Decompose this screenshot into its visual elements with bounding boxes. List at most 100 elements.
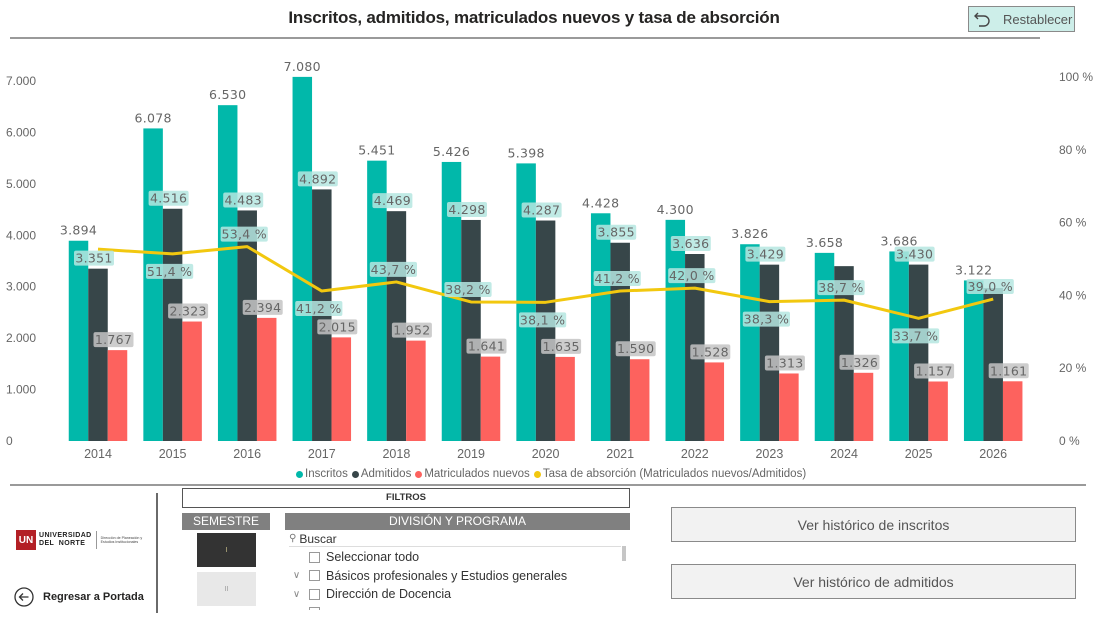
data-label-matriculados-bg: [988, 363, 1029, 379]
bar-matriculados-nuevos: [1002, 381, 1023, 441]
data-label-admitidos-bg: [74, 250, 114, 266]
data-label-inscritos: 4.300: [657, 202, 694, 217]
y-left-tick-label: 0: [6, 434, 13, 448]
page-title: Inscritos, admitidos, matriculados nuevo…: [288, 8, 780, 27]
reset-label: Restablecer: [1003, 11, 1073, 27]
data-label-matriculados: 1.635: [542, 339, 579, 354]
data-label-tasa: 38,7 %: [818, 280, 863, 295]
legend-item-admitidos[interactable]: Admitidos: [351, 468, 411, 480]
view-admitidos-history-button[interactable]: Ver histórico de admitidos: [671, 564, 1076, 599]
data-label-inscritos: 5.426: [433, 144, 470, 159]
bar-matriculados-nuevos: [704, 362, 725, 441]
data-label-inscritos: 5.398: [507, 145, 544, 160]
data-label-tasa-bg: [295, 301, 343, 317]
bar-inscritos: [217, 105, 238, 441]
division-search-input[interactable]: ⚲ Buscar: [289, 532, 621, 547]
y-left-tick-label: 2.000: [6, 331, 36, 345]
checkbox[interactable]: [309, 588, 320, 600]
legend-dot-icon: [533, 470, 541, 478]
list-item-label: Seleccionar todo: [326, 550, 420, 565]
list-scrollbar[interactable]: [622, 546, 626, 561]
list-item-label: Dirección de Docencia: [326, 587, 452, 602]
data-label-admitidos: 4.287: [523, 203, 560, 218]
checkbox[interactable]: [309, 551, 320, 563]
data-label-inscritos: 3.894: [60, 223, 97, 238]
list-item[interactable]: ∨ Básicos profesionales y Estudios gener…: [289, 567, 619, 586]
list-item-partial[interactable]: [289, 604, 619, 610]
y-left-tick-label: 1.000: [6, 383, 36, 397]
checkbox[interactable]: [309, 607, 320, 610]
data-label-tasa-bg: [817, 280, 865, 296]
data-label-tasa: 51,4 %: [147, 264, 192, 279]
data-label-tasa: 41,2 %: [296, 301, 341, 316]
bar-inscritos: [367, 160, 387, 442]
legend-item-matriculados[interactable]: Matriculados nuevos: [415, 468, 530, 480]
legend-dot-icon: [351, 470, 359, 478]
data-label-tasa-bg: [519, 312, 567, 328]
data-label-tasa-bg: [369, 261, 417, 277]
checkbox[interactable]: [309, 570, 320, 582]
bar-inscritos: [143, 128, 163, 441]
chevron-down-icon[interactable]: ∨: [292, 570, 301, 582]
search-icon: ⚲: [289, 533, 297, 544]
line-tasa-absorcion: [97, 245, 994, 320]
data-label-admitidos: 4.483: [225, 192, 262, 207]
search-placeholder: Buscar: [299, 532, 337, 546]
bar-inscritos: [68, 240, 89, 441]
data-label-tasa-bg: [892, 328, 940, 344]
bar-admitidos: [237, 210, 257, 441]
data-label-inscritos: 3.122: [955, 262, 992, 277]
data-label-inscritos: 3.826: [731, 226, 768, 241]
data-label-matriculados: 1.952: [393, 323, 430, 338]
data-label-matriculados-bg: [914, 363, 955, 379]
x-tick-label: 2016: [233, 447, 261, 460]
reset-button[interactable]: Restablecer: [968, 6, 1075, 32]
list-item[interactable]: ∨ Dirección de Docencia: [289, 585, 619, 604]
chevron-down-icon[interactable]: ∨: [292, 588, 301, 600]
bar-matriculados-nuevos: [480, 356, 501, 441]
logo-mark-icon: UN: [16, 530, 36, 550]
legend-item-tasa[interactable]: Tasa de absorción (Matriculados nuevos/A…: [533, 468, 806, 480]
data-label-tasa: 53,4 %: [221, 227, 266, 242]
bar-matriculados-nuevos: [107, 350, 128, 441]
x-tick-label: 2020: [532, 447, 560, 460]
data-label-inscritos: 6.078: [134, 110, 171, 125]
data-label-matriculados: 1.161: [990, 363, 1027, 378]
chart-legend: Inscritos Admitidos Matriculados nuevos …: [296, 468, 806, 480]
data-label-tasa: 38,3 %: [744, 312, 789, 327]
back-label: Regresar a Portada: [43, 591, 144, 603]
data-label-tasa-bg: [444, 281, 492, 297]
x-tick-label: 2019: [457, 447, 485, 460]
combo-chart: 0 1.000 2.000 3.000 4.000 5.000 6.000 7.000 0 %…: [6, 60, 1093, 460]
vertical-divider: [156, 493, 158, 613]
data-label-matriculados: 2.015: [319, 319, 356, 334]
y-left-tick-label: 5.000: [6, 177, 36, 191]
data-label-tasa-bg: [220, 226, 268, 242]
data-label-matriculados-bg: [839, 354, 880, 370]
bar-inscritos: [590, 213, 611, 441]
back-to-home-button[interactable]: Regresar a Portada: [14, 587, 144, 607]
semestre-option-ii[interactable]: II: [197, 572, 256, 606]
division-header: DIVISIÓN Y PROGRAMA: [285, 513, 630, 530]
data-label-admitidos-bg: [372, 193, 413, 209]
data-label-matriculados: 1.767: [95, 332, 132, 347]
view-inscritos-history-button[interactable]: Ver histórico de inscritos: [671, 507, 1076, 542]
list-item-select-all[interactable]: Seleccionar todo: [289, 548, 619, 567]
data-label-admitidos-bg: [148, 190, 189, 206]
legend-item-inscritos[interactable]: Inscritos: [296, 468, 348, 480]
bar-inscritos: [665, 219, 686, 441]
bar-matriculados-nuevos: [629, 359, 650, 441]
bar-admitidos: [834, 266, 854, 441]
data-label-admitidos-bg: [745, 246, 786, 262]
logo-department: Dirección de Planeación y Estudios Insti…: [100, 535, 143, 545]
data-label-admitidos-bg: [223, 192, 264, 208]
title-divider: [10, 37, 1040, 39]
x-tick-label: 2014: [84, 447, 112, 460]
data-label-admitidos: 3.351: [75, 251, 112, 266]
data-label-admitidos-bg: [447, 201, 487, 217]
data-label-tasa-bg: [966, 279, 1014, 295]
semestre-option-i[interactable]: I: [197, 533, 256, 567]
bar-inscritos: [441, 161, 462, 441]
y-right-tick-label: 60 %: [1059, 216, 1087, 230]
data-label-matriculados: 1.641: [468, 339, 505, 354]
